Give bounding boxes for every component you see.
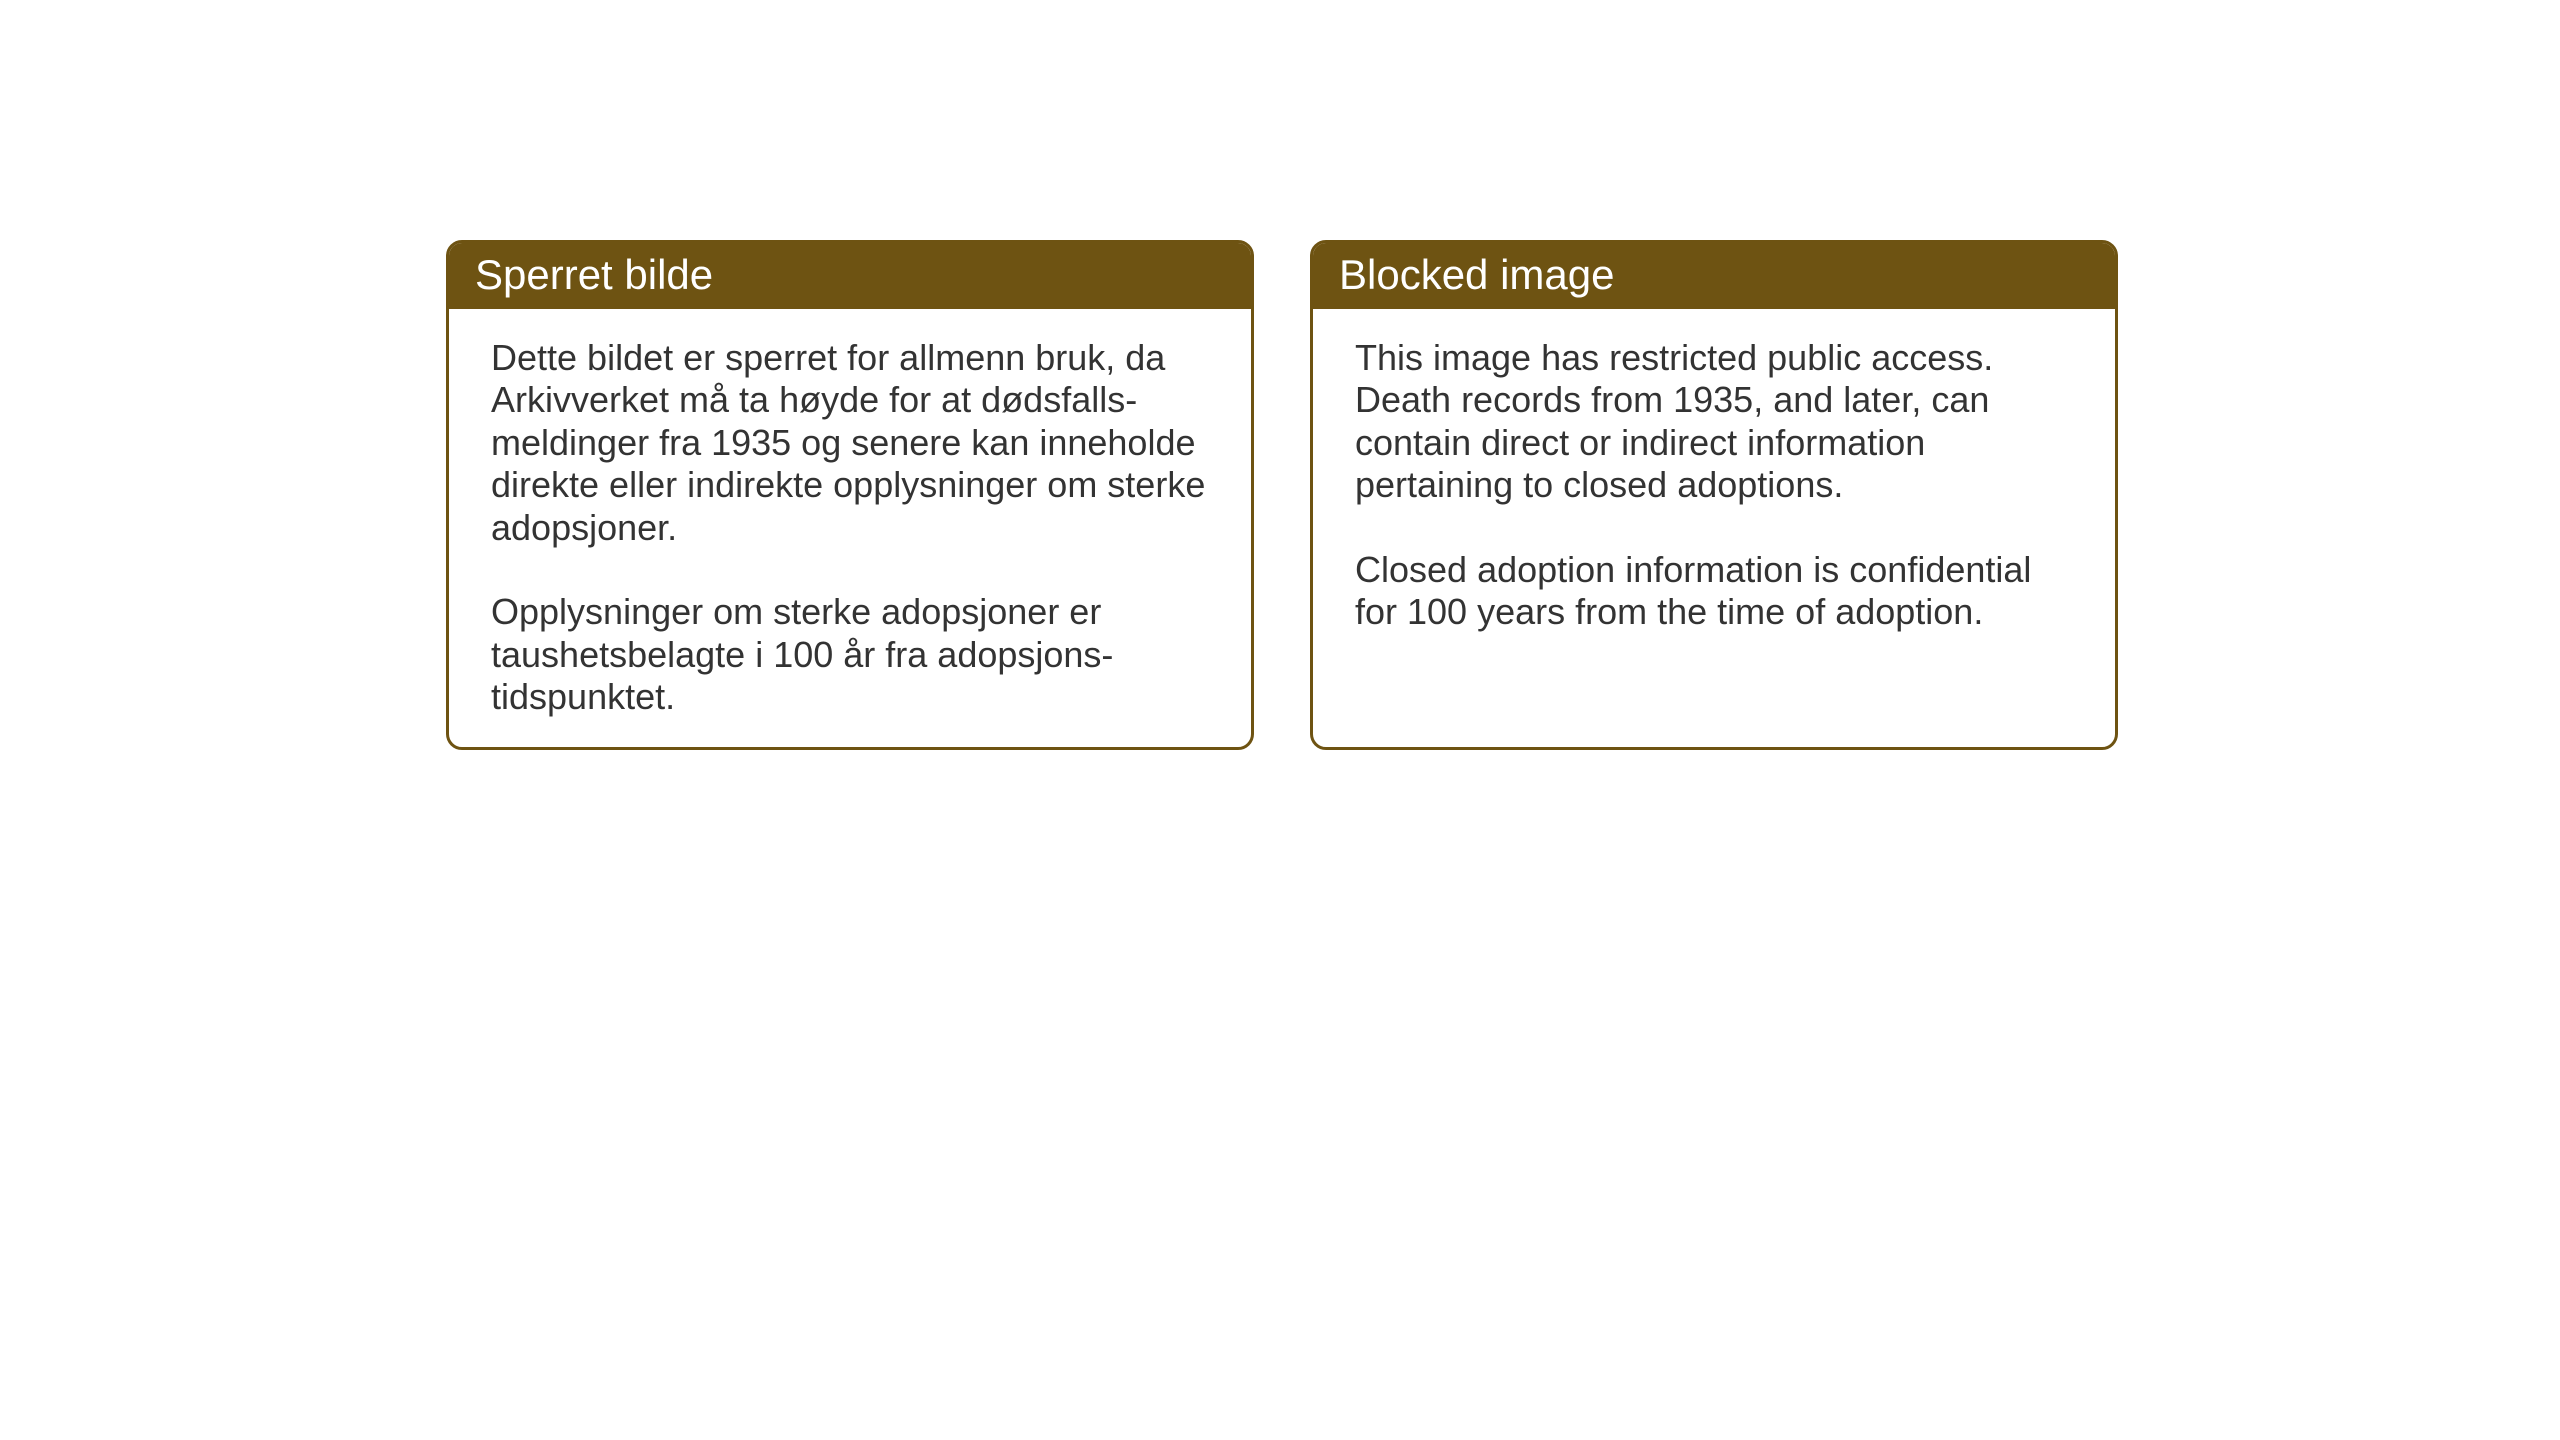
card-paragraph2-norwegian: Opplysninger om sterke adopsjoner er tau… [491, 591, 1209, 718]
notice-cards-container: Sperret bilde Dette bildet er sperret fo… [446, 240, 2118, 750]
notice-card-norwegian: Sperret bilde Dette bildet er sperret fo… [446, 240, 1254, 750]
card-body-english: This image has restricted public access.… [1313, 309, 2115, 662]
card-header-english: Blocked image [1313, 243, 2115, 309]
card-title-norwegian: Sperret bilde [475, 251, 1225, 299]
notice-card-english: Blocked image This image has restricted … [1310, 240, 2118, 750]
card-paragraph2-english: Closed adoption information is confident… [1355, 549, 2073, 634]
card-body-norwegian: Dette bildet er sperret for allmenn bruk… [449, 309, 1251, 747]
card-header-norwegian: Sperret bilde [449, 243, 1251, 309]
card-title-english: Blocked image [1339, 251, 2089, 299]
card-paragraph1-norwegian: Dette bildet er sperret for allmenn bruk… [491, 337, 1209, 549]
card-paragraph1-english: This image has restricted public access.… [1355, 337, 2073, 507]
